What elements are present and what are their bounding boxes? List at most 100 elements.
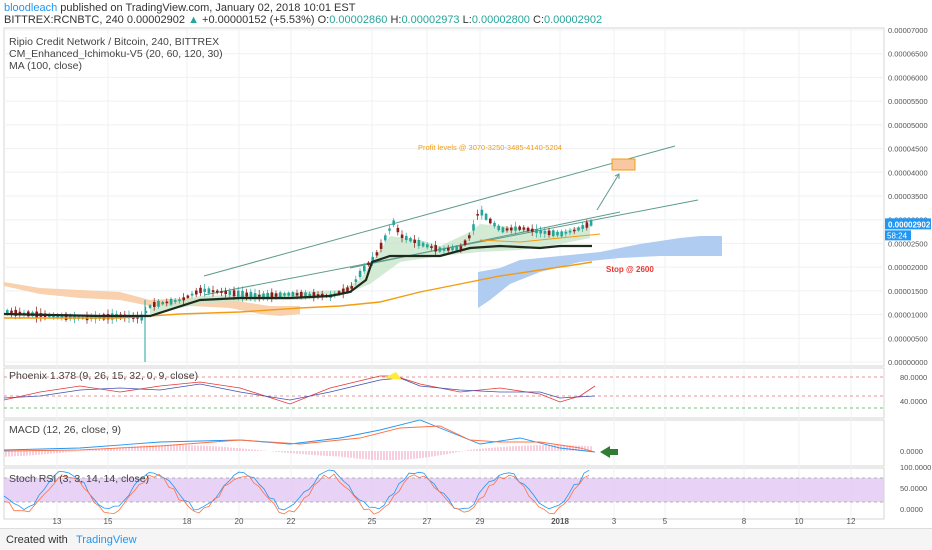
panel-frame-0: [3, 27, 885, 367]
price-tick-label: 0.00002500: [888, 239, 928, 248]
candle-body: [468, 235, 471, 239]
price-change: +0.00000152 (+5.53%): [202, 14, 315, 26]
cloud-orange: [4, 282, 300, 316]
phoenix-line-2: [3, 377, 596, 401]
candle-body: [463, 240, 467, 245]
open-label: O:: [317, 14, 330, 26]
candle-body: [178, 299, 181, 302]
candle-body: [312, 292, 316, 299]
candle-body: [148, 305, 152, 308]
time-tick-label: 10: [795, 517, 804, 526]
footer-created: Created with: [6, 534, 68, 546]
candle-body: [505, 228, 509, 231]
candle-body: [165, 301, 169, 304]
candle-body: [304, 292, 307, 297]
candle-body: [287, 292, 290, 296]
candle-body: [409, 237, 412, 242]
last-price: 0.00002902: [126, 14, 185, 26]
candle-body: [413, 239, 416, 244]
candle-body: [249, 291, 253, 298]
candle-body: [531, 228, 534, 232]
candle-body: [400, 234, 404, 239]
stoch-band: [4, 478, 884, 502]
countdown-label: 58:24: [887, 231, 908, 240]
indicator-lines: [3, 233, 601, 319]
candle-body: [417, 239, 421, 247]
up-arrow-icon: ▲: [188, 14, 199, 26]
stoch-tick-label: 0.0000: [900, 505, 923, 514]
ichimoku-legend[interactable]: CM_Enhanced_Ichimoku-V5 (20, 60, 120, 30…: [9, 48, 223, 60]
chart-title: Ripio Credit Network / Bitcoin, 240, BIT…: [9, 36, 220, 48]
price-tick-label: 0.00004000: [888, 168, 928, 177]
candle-body: [354, 279, 358, 282]
stoch-d-line: [3, 473, 590, 515]
price-tick-label: 0.00000000: [888, 358, 928, 367]
candle-body: [484, 213, 488, 220]
current-price-label: 0.00002902: [888, 220, 931, 229]
candle-body: [228, 290, 232, 295]
candle-body: [266, 292, 269, 299]
candle-body: [207, 288, 211, 294]
candle-body: [459, 246, 463, 251]
candle-body: [69, 315, 72, 320]
close-label: C:: [533, 14, 544, 26]
candle-body: [220, 291, 223, 293]
candle-body: [300, 291, 303, 298]
time-tick-label: 5: [663, 517, 668, 526]
candle-body: [258, 294, 261, 297]
price-tick-label: 0.00006000: [888, 73, 928, 82]
stoch-rsi-legend[interactable]: Stoch RSI (3, 3, 14, 14, close): [9, 473, 150, 485]
price-tick-label: 0.00001500: [888, 287, 928, 296]
candle-body: [161, 301, 164, 305]
profit-box: [611, 158, 636, 171]
profit-levels-annotation: Profit levels @ 3070-3250-3485-4140-5204: [418, 143, 562, 152]
time-tick-label: 25: [368, 517, 377, 526]
kijun-line: [3, 244, 592, 318]
candle-body: [18, 311, 22, 315]
candle-body: [363, 265, 366, 272]
price-tick-label: 0.00004500: [888, 145, 928, 154]
price-tick-label: 0.00005500: [888, 97, 928, 106]
phoenix-panel: 80.0000 40.0000: [3, 372, 927, 409]
low-value: 0.00002800: [471, 14, 530, 26]
phoenix-tick-label: 80.0000: [900, 373, 927, 382]
ma-legend[interactable]: MA (100, close): [9, 60, 82, 72]
candle-body: [241, 290, 244, 298]
author-link[interactable]: bloodleach: [4, 2, 58, 14]
tenkan-line: [479, 233, 601, 243]
current-price-marker: [885, 218, 931, 230]
time-tick-label: 8: [742, 517, 747, 526]
chart-canvas[interactable]: 0.00007000 0.00006500 0.00006000 0.00005500…: [0, 0, 932, 528]
candle-body: [493, 222, 496, 227]
candle-body: [405, 235, 408, 241]
phoenix-highlight: [384, 372, 402, 380]
time-tick-label: 18: [183, 517, 192, 526]
candle-body: [526, 227, 530, 231]
candle-body: [577, 227, 580, 231]
candle-body: [573, 229, 576, 232]
candle-body: [342, 288, 345, 294]
candle-body: [283, 293, 286, 296]
footer-bar: Created with TradingView: [0, 528, 932, 550]
candle-body: [522, 227, 526, 230]
candle-body: [203, 288, 206, 292]
stop-annotation: Stop @ 2600: [606, 265, 654, 274]
candle-body: [10, 310, 13, 315]
tradingview-brand-link[interactable]: TradingView: [76, 534, 137, 546]
candle-body: [564, 231, 568, 234]
low-label: L:: [462, 14, 472, 26]
price-tick-label: 0.00006500: [888, 50, 928, 59]
phoenix-legend[interactable]: Phoenix 1.378 (9, 26, 15, 32, 0, 9, clos…: [9, 370, 199, 382]
macd-legend[interactable]: MACD (12, 26, close, 9): [9, 424, 122, 436]
candle-body: [216, 290, 219, 293]
time-tick-label: 20: [235, 517, 244, 526]
macd-tick-label: 0.0000: [900, 447, 923, 456]
ohlc-line: BITTREX:RCNBTC, 240 0.00002902 ▲ +0.0000…: [4, 14, 602, 26]
candle-body: [426, 244, 429, 248]
candle-body: [476, 214, 479, 216]
candle-body: [539, 230, 542, 234]
candle-body: [514, 226, 517, 231]
candle-body: [237, 290, 240, 297]
panel-frame-1: [3, 367, 885, 419]
candle-body: [211, 290, 215, 293]
